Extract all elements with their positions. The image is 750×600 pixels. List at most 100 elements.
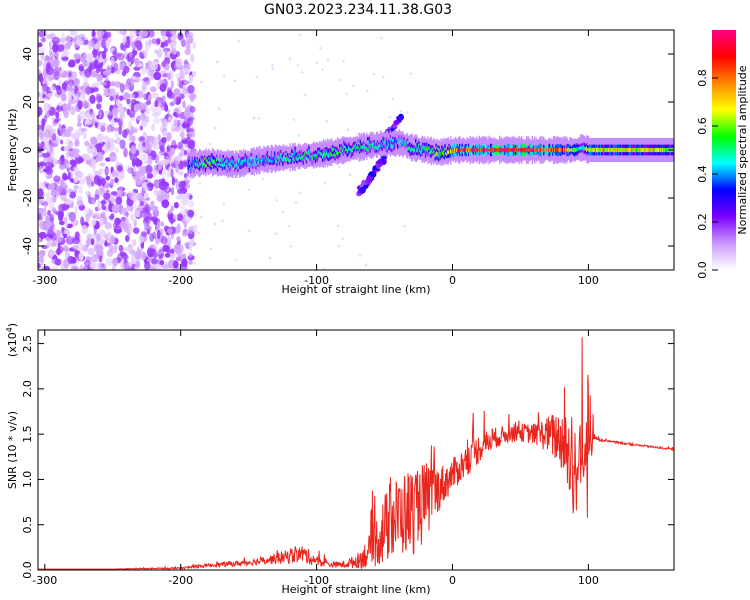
spectrogram-noise-cell xyxy=(61,226,65,234)
spectrogram-noise-cell xyxy=(167,236,172,246)
spectrogram-noise-cell xyxy=(175,51,181,57)
spectrogram-trace-core xyxy=(485,148,487,152)
spectrogram-noise-cell xyxy=(161,159,166,164)
spectrogram-trace-core xyxy=(400,139,402,143)
spectrogram-trace-core xyxy=(593,147,595,153)
spectrogram-noise-cell xyxy=(175,155,183,161)
spectrogram-trace-core xyxy=(605,147,607,153)
spectrogram-faint-cell xyxy=(289,245,293,248)
spectrogram-trace-core xyxy=(656,147,658,153)
spectrogram-noise-cell xyxy=(185,228,194,234)
spectrogram-trace-core xyxy=(279,153,281,158)
spectrogram-trace-core xyxy=(353,145,355,150)
spectrogram-faint-cell xyxy=(247,188,251,191)
spectrogram-trace-core xyxy=(408,146,410,150)
spectrogram-noise-cell xyxy=(88,39,95,47)
spectrogram-noise-cell xyxy=(52,133,57,142)
spectrogram-trace-core xyxy=(459,147,461,153)
spectrogram-noise-cell xyxy=(54,118,59,124)
spectrogram-trace-core xyxy=(194,162,197,167)
spectrogram-noise-cell xyxy=(87,66,92,73)
spectrogram-noise-cell xyxy=(110,235,116,244)
spectrogram-noise-cell xyxy=(99,162,106,167)
spectrogram-faint-cell xyxy=(341,237,345,241)
spectrogram-trace-core xyxy=(397,138,400,143)
spectrogram-trace-core xyxy=(526,148,529,152)
spectrogram-trace-core xyxy=(455,148,458,152)
spectrogram-noise-cell xyxy=(49,58,58,67)
spectrogram-trace-core xyxy=(664,147,666,153)
spectrogram-trace-core xyxy=(187,165,189,170)
spectrogram-trace-core xyxy=(569,148,572,152)
spectrogram-noise-cell xyxy=(132,227,140,235)
spectrogram-trace-core xyxy=(543,147,545,153)
spectrogram-trace-core xyxy=(215,162,217,166)
spectrogram-trace-core xyxy=(401,138,403,144)
spectrogram-noise-cell xyxy=(46,61,51,69)
spectrogram-trace-core xyxy=(577,147,579,151)
spectrogram-noise-cell xyxy=(166,145,170,153)
spectrogram-trace-core xyxy=(220,163,223,166)
spectrogram-trace-core xyxy=(230,160,233,163)
spectrogram-noise-cell xyxy=(135,76,142,82)
spectrogram-trace-core xyxy=(582,145,585,151)
spectrogram-trace-core xyxy=(658,147,660,153)
spectrogram-noise-cell xyxy=(123,147,128,158)
spectrogram-noise-cell xyxy=(151,123,155,132)
spectrogram-noise-cell xyxy=(109,126,115,133)
spectrogram-noise-cell xyxy=(80,72,86,78)
spectrogram-trace-core xyxy=(218,163,220,166)
spectrogram-noise-cell xyxy=(187,209,195,218)
spectrogram-noise-cell xyxy=(173,119,179,128)
spectrogram-noise-cell xyxy=(146,173,154,179)
spectrogram-trace-core xyxy=(395,140,397,144)
spectrogram-noise-cell xyxy=(167,131,171,142)
spectrogram-noise-cell xyxy=(46,33,54,40)
spectrogram-trace-core xyxy=(476,147,478,153)
spectrogram-branch-cell xyxy=(377,159,383,166)
spectrogram-trace-core xyxy=(267,158,269,162)
spectrogram-noise-cell xyxy=(157,229,161,240)
spectrogram-trace-core xyxy=(442,150,445,155)
spectrogram-noise-cell xyxy=(89,234,98,240)
spectrogram-trace-core xyxy=(474,148,476,152)
spectrogram-noise-cell xyxy=(124,128,131,135)
spectrogram-trace-core xyxy=(611,147,613,153)
spectrogram-trace-core xyxy=(522,148,524,152)
spectrogram-noise-cell xyxy=(148,182,152,187)
spectrogram-trace-core xyxy=(229,161,232,167)
spectrogram-trace-core xyxy=(525,148,527,152)
spectrogram-trace-core xyxy=(270,153,273,158)
spectrogram-faint-cell xyxy=(322,267,325,270)
spectrogram-noise-cell xyxy=(148,252,155,258)
spectrogram-noise-cell xyxy=(70,133,77,139)
spectrogram-trace-core xyxy=(631,147,633,153)
spectrogram-noise-cell xyxy=(128,190,137,201)
spectrogram-trace-core xyxy=(293,157,295,162)
spectrogram-noise-cell xyxy=(145,62,150,67)
spectrogram-trace-core xyxy=(518,148,520,152)
spectrogram-faint-cell xyxy=(315,61,319,65)
spectrogram-trace-core xyxy=(287,156,289,161)
spectrogram-trace-core xyxy=(299,154,301,159)
spectrogram-noise-cell xyxy=(159,83,167,92)
spectrogram-trace-core xyxy=(568,148,570,152)
spectrogram-trace-core xyxy=(513,147,515,153)
spectrogram-noise-cell xyxy=(126,98,131,105)
spectrogram-trace-core xyxy=(219,158,221,163)
spectrogram-trace-core xyxy=(454,147,456,153)
spectrogram-trace-core xyxy=(468,147,470,153)
spectrogram-faint-cell xyxy=(319,46,322,50)
spectrogram-trace-core xyxy=(242,163,245,166)
spectrogram-noise-cell xyxy=(149,265,156,270)
spectrogram-trace-core xyxy=(529,147,531,153)
spectrogram-trace-core xyxy=(412,148,414,153)
spectrogram-trace-core xyxy=(371,142,374,147)
spectrogram-trace-core xyxy=(634,147,636,153)
spectrogram-trace-core xyxy=(361,146,363,149)
spectrogram-trace-core xyxy=(438,148,440,154)
spectrogram-trace-core xyxy=(375,145,378,150)
spectrogram-trace-core xyxy=(359,142,361,147)
spectrogram-trace-core xyxy=(229,163,231,169)
